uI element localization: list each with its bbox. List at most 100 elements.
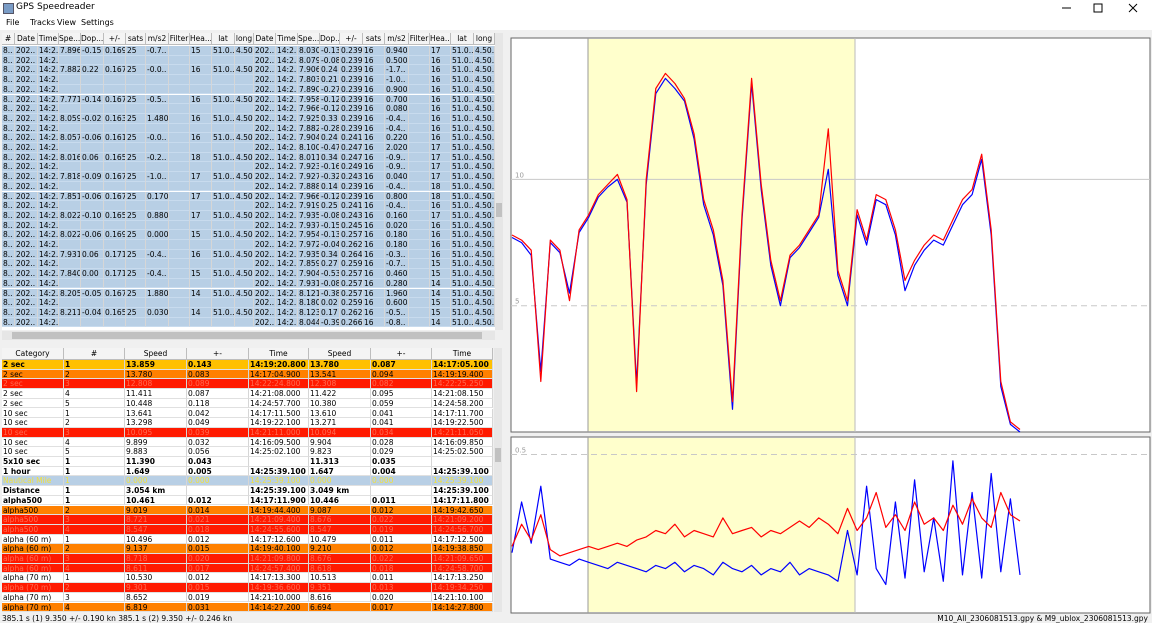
table-cell[interactable]: 2 sec <box>2 360 64 370</box>
table-cell[interactable]: 0.019 <box>371 524 432 535</box>
table-cell[interactable]: 14:17:13.250 <box>432 573 493 584</box>
table-cell[interactable]: 0.034 <box>371 427 432 438</box>
table-cell[interactable]: 14:19:22.500 <box>432 418 493 428</box>
table-cell[interactable]: 8.718 <box>125 554 187 564</box>
table-cell[interactable]: 14:21:08.150 <box>432 389 493 399</box>
table-cell[interactable]: 9.823 <box>309 447 371 457</box>
table-cell[interactable]: 3 <box>64 515 125 525</box>
table-cell[interactable]: 2 <box>64 369 125 380</box>
table-cell[interactable] <box>249 457 309 467</box>
table-cell[interactable]: 0.014 <box>187 505 249 516</box>
table-cell[interactable]: 14:19:44.400 <box>249 505 309 516</box>
table-cell[interactable]: alpha (60 m) <box>2 554 64 564</box>
table-cell[interactable]: 1 <box>64 476 125 487</box>
table-cell[interactable]: 14:17:11.900 <box>249 495 309 506</box>
table-cell[interactable]: 0.087 <box>371 360 432 370</box>
table-cell[interactable]: 13.298 <box>125 418 187 428</box>
table-cell[interactable]: 14:22:25.250 <box>432 379 493 390</box>
table-cell[interactable]: 0.011 <box>371 534 432 545</box>
table-cell[interactable]: 0.019 <box>187 592 249 603</box>
table-cell[interactable]: 9.137 <box>125 544 187 554</box>
table-cell[interactable]: 12.308 <box>309 379 371 390</box>
table-cell[interactable]: 0.020 <box>187 554 249 564</box>
table-cell[interactable]: 14:19:38.850 <box>432 544 493 554</box>
table-cell[interactable]: 14:17:12.600 <box>249 534 309 545</box>
table-cell[interactable]: 14:21:11.050 <box>432 427 493 438</box>
table-cell[interactable]: alpha500 <box>2 524 64 535</box>
table-cell[interactable]: 14:16:09.850 <box>432 437 493 448</box>
table-cell[interactable]: 14:21:08.000 <box>249 389 309 399</box>
table-cell[interactable]: 0.118 <box>187 398 249 409</box>
table-cell[interactable]: 1 <box>64 486 125 496</box>
table-cell[interactable]: 1 hour <box>2 466 64 477</box>
table-cell[interactable]: 2 <box>64 418 125 428</box>
table-cell[interactable]: 0.029 <box>371 447 432 457</box>
window-controls[interactable] <box>1050 0 1150 16</box>
table-cell[interactable]: 0.018 <box>187 524 249 535</box>
table-cell[interactable]: alpha (70 m) <box>2 583 64 593</box>
table-cell[interactable]: 14:17:12.500 <box>432 534 493 545</box>
table-cell[interactable]: 0.095 <box>371 389 432 399</box>
table-cell[interactable]: 4 <box>64 389 125 399</box>
table-cell[interactable]: 9.904 <box>309 437 371 448</box>
table-cell[interactable]: 8.616 <box>309 592 371 603</box>
table-cell[interactable]: alpha (70 m) <box>2 573 64 584</box>
table-cell[interactable]: 10.530 <box>125 573 187 584</box>
table-cell[interactable]: 14:16:09.500 <box>249 437 309 448</box>
table-cell[interactable]: 13.859 <box>125 360 187 370</box>
table-cell[interactable]: 10.461 <box>125 495 187 506</box>
table-cell[interactable]: 0.018 <box>371 563 432 574</box>
table-cell[interactable]: 0.032 <box>187 437 249 448</box>
table-cell[interactable]: 10 sec <box>2 418 64 428</box>
table-cell[interactable]: 1 <box>64 457 125 467</box>
table-cell[interactable]: 2 sec <box>2 369 64 380</box>
table-cell[interactable]: 1 <box>64 534 125 545</box>
table-cell[interactable]: 0.015 <box>187 544 249 554</box>
table-cell[interactable]: 13.610 <box>309 408 371 419</box>
table-cell[interactable]: 2 sec <box>2 389 64 399</box>
h-scrollbar[interactable] <box>2 331 495 340</box>
table-cell[interactable]: 0.041 <box>371 418 432 428</box>
table-cell[interactable]: 10 sec <box>2 408 64 419</box>
table-cell[interactable]: 0.143 <box>187 360 249 370</box>
table-cell[interactable]: 0.039 <box>187 427 249 438</box>
table-cell[interactable]: 2 sec <box>2 379 64 390</box>
table-cell[interactable]: 14:25:39.100 <box>249 476 309 487</box>
table-cell[interactable]: 3.049 km <box>309 486 371 496</box>
table-cell[interactable]: 0.020 <box>371 592 432 603</box>
table-cell[interactable]: 10.095 <box>125 427 187 438</box>
table-cell[interactable]: 14:21:09.200 <box>432 515 493 525</box>
table-cell[interactable]: 0.089 <box>187 379 249 390</box>
table-cell[interactable]: 0.028 <box>371 437 432 448</box>
table-cell[interactable]: 8.618 <box>309 563 371 574</box>
table-cell[interactable]: 0.031 <box>187 602 249 612</box>
table-cell[interactable]: 0.012 <box>371 544 432 554</box>
table-cell[interactable]: 6.694 <box>309 602 371 612</box>
table-cell[interactable]: 0.094 <box>371 369 432 380</box>
table-cell[interactable]: 14:17:11.500 <box>249 408 309 419</box>
menu-item[interactable]: View <box>57 18 76 27</box>
table-cell[interactable]: Nautical Mile <box>2 476 64 487</box>
table-cell[interactable]: 10.496 <box>125 534 187 545</box>
table-cell[interactable]: 2 <box>64 544 125 554</box>
table-cell[interactable]: 6.819 <box>125 602 187 612</box>
table-cell[interactable]: 10.479 <box>309 534 371 545</box>
table-cell[interactable]: 1.649 <box>125 466 187 477</box>
scroll-thumb[interactable] <box>12 332 482 339</box>
table-cell[interactable]: 0.087 <box>187 389 249 399</box>
table-cell[interactable]: 13.780 <box>125 369 187 380</box>
table-cell[interactable]: 5 <box>64 398 125 409</box>
table-cell[interactable]: 0.017 <box>371 602 432 612</box>
table-cell[interactable]: 13.641 <box>125 408 187 419</box>
table-cell[interactable]: alpha (70 m) <box>2 602 64 612</box>
table-cell[interactable]: 14:19:36.600 <box>249 583 309 593</box>
table-cell[interactable]: 0.043 <box>187 457 249 467</box>
scroll-thumb[interactable] <box>495 448 501 462</box>
table-cell[interactable]: 4 <box>64 524 125 535</box>
table-cell[interactable]: 14:17:11.700 <box>432 408 493 419</box>
table-cell[interactable]: 4 <box>64 563 125 574</box>
table-cell[interactable]: 14:25:39.100 <box>249 486 309 496</box>
table-cell[interactable]: 0.082 <box>371 379 432 390</box>
table-cell[interactable]: 0.049 <box>187 418 249 428</box>
table-cell[interactable]: 14:14:27.200 <box>249 602 309 612</box>
